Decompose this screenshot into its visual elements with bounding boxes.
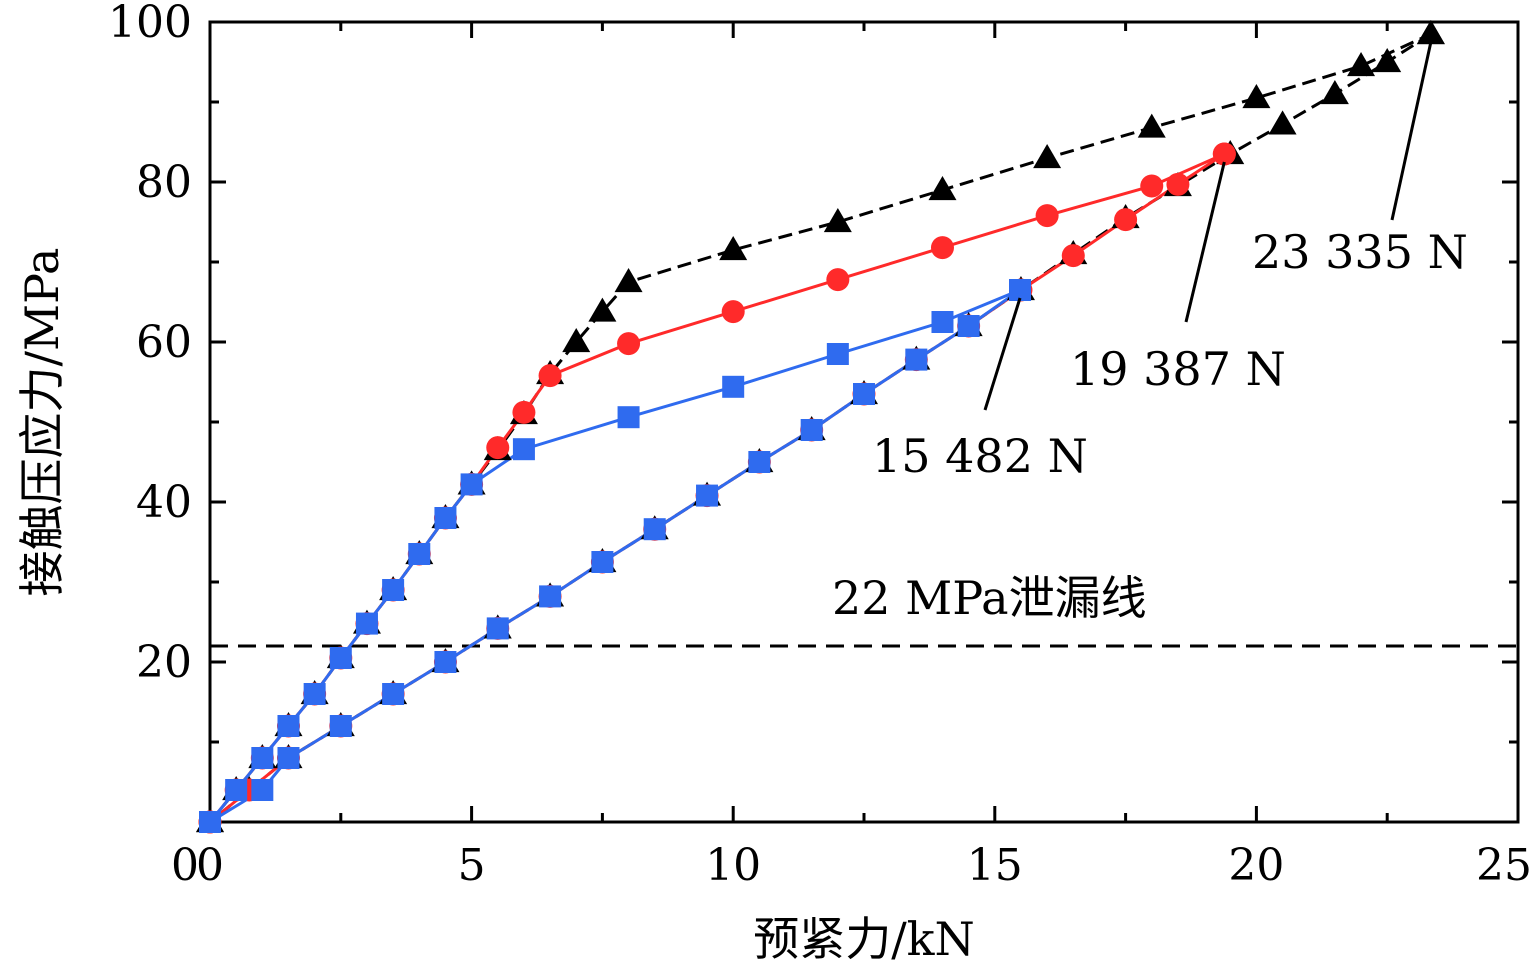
series-triangle-point [1033,144,1062,169]
annotation-leader-line [983,297,1022,411]
series-circle-point [1212,142,1236,166]
series-square-point [277,715,300,737]
series-square-point [303,683,326,705]
series-circle-point [1140,174,1164,198]
annotations: 23 335 N 19 387 N 15 482 N [872,41,1468,483]
series-square-point [408,543,431,565]
series-triangle-point [562,328,591,353]
series-circle-point [1035,204,1059,228]
series-triangle-point [1347,52,1376,77]
series-circle-point [1061,244,1085,268]
x-tick-label: 0 [196,840,224,891]
series-square-point [931,311,954,333]
series-square-point [826,343,849,365]
leakage-line-label: 22 MPa泄漏线 [832,571,1147,625]
y-tick-label: 60 [136,317,192,368]
series-circle-point [1166,172,1190,196]
series-triangle-point [719,236,748,261]
series-triangle-point [928,176,957,201]
x-tick-label: 5 [458,840,486,891]
series-square-point [957,315,980,337]
series-triangle-point [588,297,617,322]
annotation-label: 19 387 N [1070,342,1286,396]
plot-frame [208,20,1520,824]
series-triangle-point [1373,48,1402,73]
annotation-leader-line [1390,41,1433,221]
series-square-point [199,811,221,833]
axis-tick-labels: 0 5 10 15 20 25 0 20 40 60 80 100 [108,0,1532,891]
series-square-point [722,375,745,398]
series-square-point [512,438,535,461]
series-triangle-point [1242,84,1271,109]
series-square-point [617,406,640,429]
series-square-point [434,651,457,673]
series-circle-point [1114,208,1138,232]
x-axis-title: 预紧力/kN [753,912,975,964]
series-square-point [434,507,457,529]
series-square-point [800,419,823,441]
annotation-label: 15 482 N [872,429,1088,483]
y-tick-label: 40 [136,477,192,528]
series-circle-point [826,268,850,292]
series-triangle-point [823,208,852,233]
series-square-point [905,348,928,371]
series-square-point [853,383,875,405]
y-tick-label: 20 [136,637,192,688]
series-square-point [382,683,405,705]
x-tick-label: 15 [967,840,1023,891]
series-circle-point [538,364,562,388]
series-markers [196,20,1445,834]
series-square-point [696,484,719,507]
series-square-point [643,518,666,541]
series-square-unloading-line [209,288,1021,824]
series-square-point [329,647,352,669]
series-circle-point [486,436,510,460]
series-triangle-point [1320,80,1349,105]
y-axis-title: 接触压应力/MPa [15,248,69,597]
series-square-point [225,779,248,801]
origin-tick-label: 0 [171,840,199,891]
series-triangle-point [1416,20,1445,45]
annotation-leader-line [1184,161,1226,323]
series-circle-point [930,236,954,260]
series-square-point [460,473,483,496]
x-tick-label: 20 [1228,840,1284,891]
series-square-point [251,779,274,801]
series-square-point [591,551,614,573]
series-square-point [486,617,509,640]
axis-ticks [208,20,1520,824]
x-tick-label: 25 [1476,840,1532,891]
series-circle-point [617,332,641,356]
series-square-point [277,747,300,769]
series-square-point [748,451,771,473]
y-tick-label: 80 [136,157,192,208]
series-square-point [539,585,562,608]
y-tick-label: 100 [108,0,192,48]
series-triangle-point [1268,110,1297,135]
annotation-label: 23 335 N [1252,225,1468,279]
x-tick-label: 10 [705,840,761,891]
series-triangle-point [614,268,643,293]
series-circle-point [512,400,536,424]
series-square-point [355,612,378,635]
series-triangle-point [1137,113,1166,138]
series-square-point [329,715,352,737]
series-square-point [1009,279,1032,301]
series-circle-point [721,300,745,324]
series-square-point [251,747,274,769]
series-square-point [382,579,405,601]
